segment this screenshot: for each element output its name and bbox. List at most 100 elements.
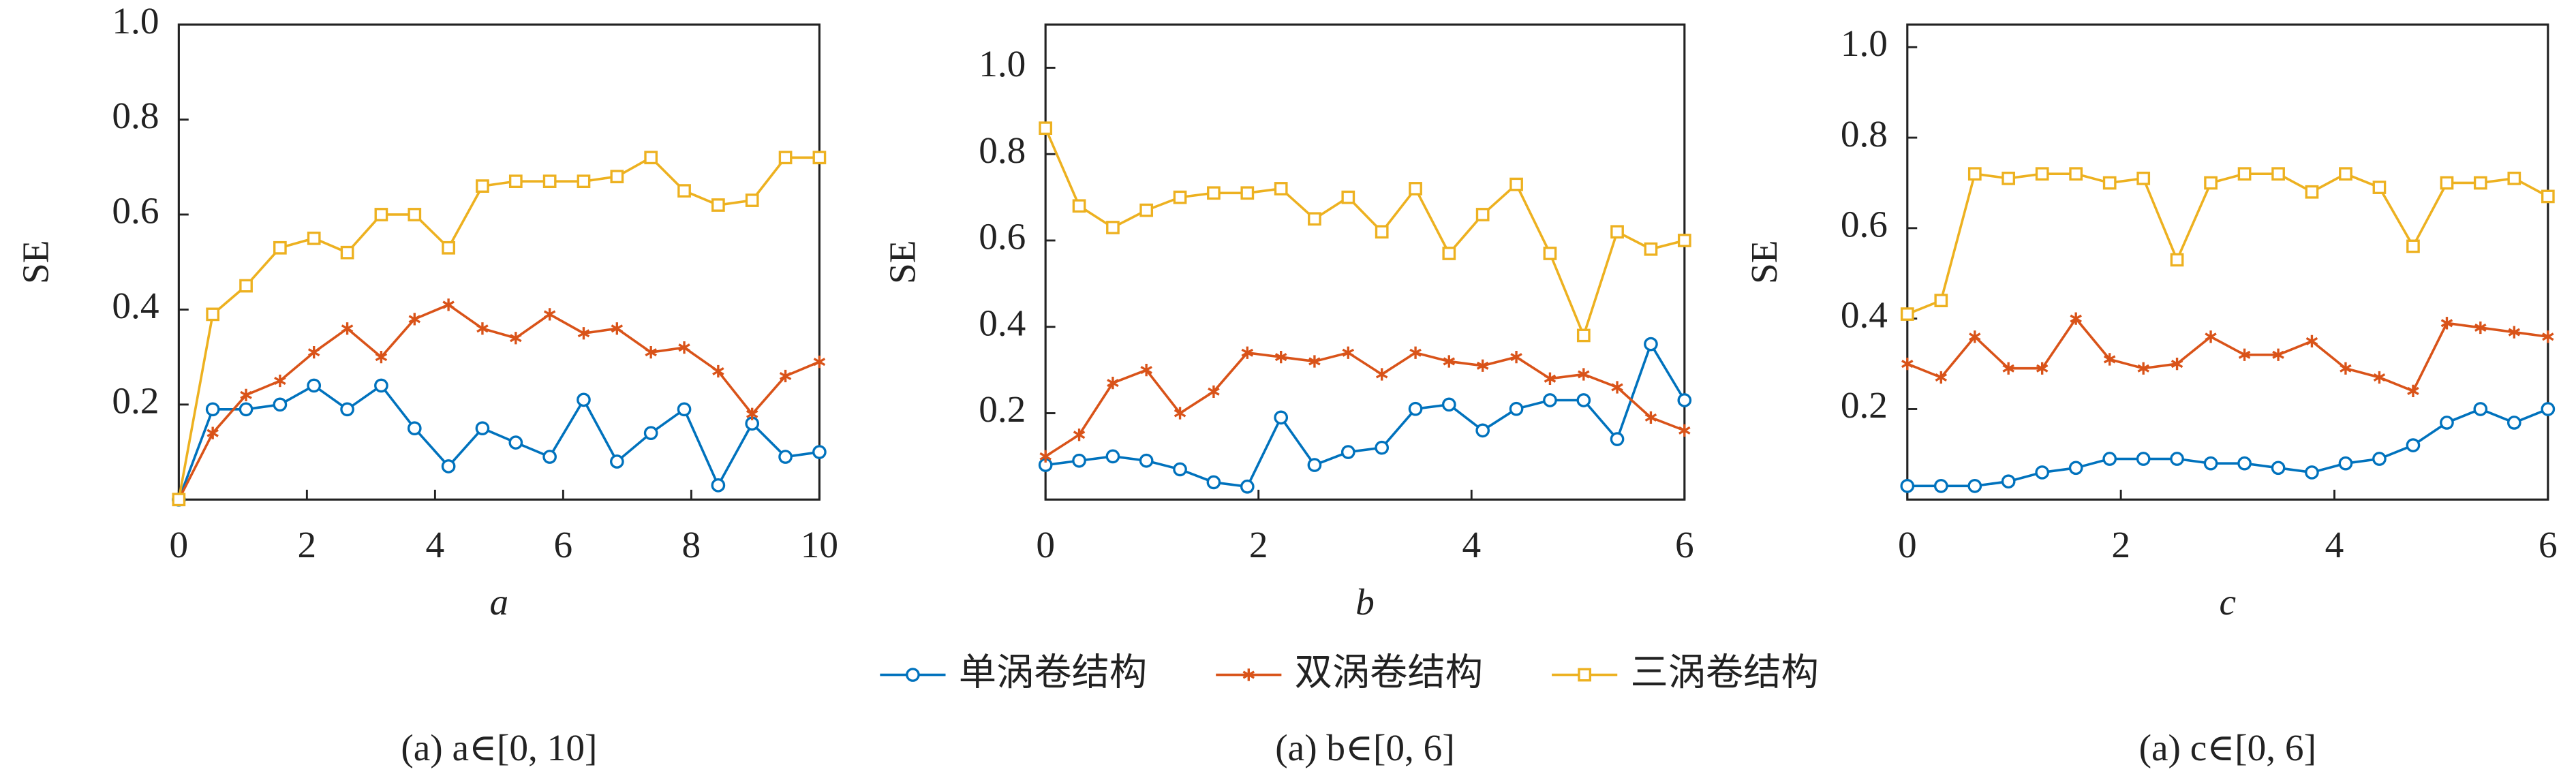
x-tick-label: 4	[2325, 524, 2344, 565]
point	[2136, 171, 2151, 185]
point	[711, 198, 725, 212]
point	[1072, 453, 1086, 468]
point	[2407, 384, 2419, 398]
point	[2035, 167, 2049, 181]
x-tick-label: 2	[298, 524, 317, 565]
point	[1900, 307, 1914, 321]
x-tick-label: 0	[1036, 524, 1055, 565]
point	[778, 151, 793, 165]
series-line: 三涡卷结构	[1907, 172, 2549, 315]
point	[2542, 330, 2554, 343]
point	[1039, 450, 1052, 463]
point	[1678, 424, 1691, 437]
point	[1967, 167, 1982, 181]
point	[2271, 167, 2285, 181]
point	[643, 426, 658, 441]
point	[542, 450, 557, 464]
point	[610, 454, 624, 469]
point	[2440, 176, 2454, 190]
point	[1409, 346, 1422, 359]
point	[1072, 199, 1086, 213]
point	[341, 322, 354, 335]
point	[274, 374, 286, 388]
point	[611, 322, 624, 335]
series-line: 双涡卷结构	[177, 303, 821, 501]
point	[1611, 381, 1623, 394]
point	[779, 369, 792, 383]
point	[1578, 368, 1590, 381]
point	[2001, 474, 2016, 489]
point	[408, 208, 422, 221]
point	[2372, 452, 2387, 466]
point	[1274, 410, 1289, 425]
point	[1900, 479, 1915, 493]
point	[2069, 167, 2083, 181]
y-tick-label: 0.6	[112, 190, 159, 232]
point	[1967, 479, 1982, 493]
point	[1644, 411, 1657, 424]
point	[778, 450, 793, 464]
point	[1206, 475, 1221, 490]
point	[2440, 416, 2454, 430]
x-tick-label: 6	[1675, 524, 1694, 565]
point	[1901, 357, 1914, 371]
point	[1375, 368, 1388, 381]
point	[1173, 190, 1187, 204]
point	[2002, 171, 2016, 185]
point	[1644, 242, 1658, 256]
point	[1340, 445, 1355, 459]
point	[239, 279, 253, 293]
point	[476, 322, 489, 335]
point	[645, 346, 657, 359]
point	[1139, 203, 1154, 217]
y-tick-label: 0.8	[1841, 113, 1888, 155]
y-tick-label: 0.6	[1841, 204, 1888, 245]
point	[1935, 371, 1948, 384]
point	[1139, 453, 1154, 468]
point	[813, 355, 826, 369]
point	[508, 435, 523, 450]
caption: (a) c∈[0, 6]	[2139, 727, 2316, 768]
x-tick-label: 6	[554, 524, 573, 565]
point	[1375, 440, 1390, 455]
point	[273, 397, 288, 412]
point	[2170, 253, 2184, 267]
point	[2238, 348, 2251, 361]
point	[2339, 167, 2352, 181]
x-tick-label: 10	[801, 524, 838, 565]
point	[1140, 363, 1152, 377]
y-axis-label: SE	[15, 240, 57, 284]
point	[1208, 385, 1220, 398]
y-tick-label: 0.2	[979, 388, 1026, 430]
x-tick-label: 2	[1249, 524, 1268, 565]
point	[812, 151, 827, 165]
legend-marker	[1578, 668, 1592, 682]
point	[2170, 452, 2184, 466]
point	[2103, 353, 2116, 366]
point	[2473, 402, 2488, 416]
point	[442, 298, 455, 311]
point	[1073, 429, 1086, 441]
legend-marker	[906, 668, 920, 682]
point	[2541, 402, 2556, 416]
point	[307, 231, 321, 245]
legend-marker	[1242, 668, 1255, 681]
point	[1341, 190, 1355, 204]
legend-label: 三涡卷结构	[1630, 652, 1818, 694]
plot-frame	[177, 23, 821, 501]
caption: (a) a∈[0, 10]	[401, 727, 597, 768]
point	[441, 459, 456, 473]
point	[2102, 176, 2117, 190]
point	[475, 421, 490, 436]
point	[205, 402, 220, 417]
point	[1240, 186, 1255, 200]
point	[508, 174, 523, 189]
y-tick-label: 1.0	[112, 0, 159, 42]
point	[2507, 171, 2521, 185]
y-tick-label: 0.2	[1841, 384, 1888, 426]
point	[542, 174, 557, 189]
point	[2237, 167, 2252, 181]
point	[340, 402, 354, 417]
point	[712, 364, 724, 378]
point	[1509, 401, 1524, 416]
